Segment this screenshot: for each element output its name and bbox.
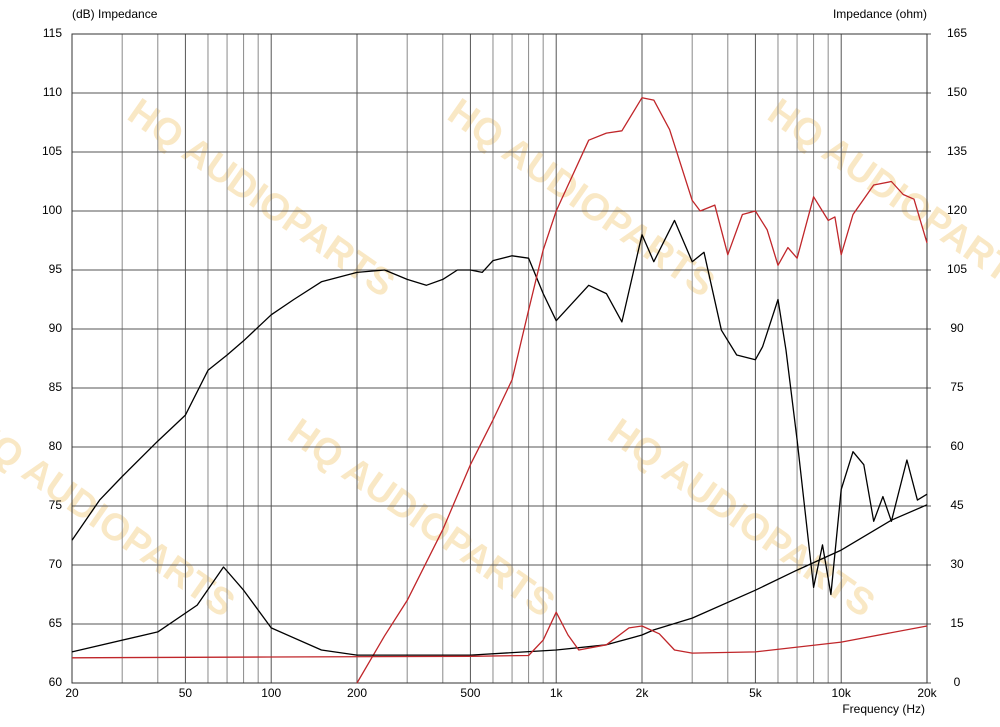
line-series (71, 504, 928, 656)
x-tick-label: 2k (636, 686, 650, 700)
x-tick-label: 20 (65, 686, 79, 700)
y-tick-label: 115 (43, 26, 62, 40)
y2-tick-label: 150 (947, 85, 967, 99)
x-tick-label: 1k (550, 686, 564, 700)
y2-tick-label: 15 (950, 616, 964, 630)
y2-axis-label: Impedance (ohm) (833, 7, 927, 21)
y2-tick-label: 135 (947, 144, 967, 158)
y-tick-label: 90 (49, 321, 63, 335)
y-tick-label: 70 (49, 557, 63, 571)
y2-tick-label: 30 (950, 557, 964, 571)
y-tick-label: 65 (49, 616, 63, 630)
y-tick-label: 80 (49, 439, 63, 453)
y2-tick-label: 120 (947, 203, 967, 217)
x-axis-label: Frequency (Hz) (842, 702, 925, 716)
y2-tick-label: 90 (950, 321, 964, 335)
x-tick-label: 5k (749, 686, 763, 700)
y-tick-label: 85 (49, 380, 63, 394)
y-tick-label: 75 (49, 498, 63, 512)
y2-tick-label: 105 (947, 262, 967, 276)
y-tick-label: 110 (43, 85, 62, 99)
y2-tick-label: 60 (950, 439, 964, 453)
x-tick-label: 50 (179, 686, 193, 700)
line-series (71, 611, 928, 659)
x-tick-label: 100 (261, 686, 281, 700)
y2-tick-label: 75 (950, 380, 964, 394)
y2-tick-label: 0 (954, 675, 961, 689)
y-tick-label: 105 (42, 144, 62, 158)
y2-tick-label: 165 (947, 26, 967, 40)
y2-tick-label: 45 (950, 498, 964, 512)
y-tick-label: 100 (42, 203, 62, 217)
line-series (71, 219, 928, 596)
line-series (356, 97, 928, 684)
x-tick-label: 200 (347, 686, 367, 700)
y-axis-label: (dB) Impedance (72, 7, 158, 21)
x-tick-label: 500 (460, 686, 480, 700)
plot-frame (71, 33, 928, 684)
y-tick-label: 95 (49, 262, 63, 276)
y-tick-label: 60 (49, 675, 63, 689)
x-tick-label: 20k (917, 686, 937, 700)
x-tick-label: 10k (832, 686, 852, 700)
